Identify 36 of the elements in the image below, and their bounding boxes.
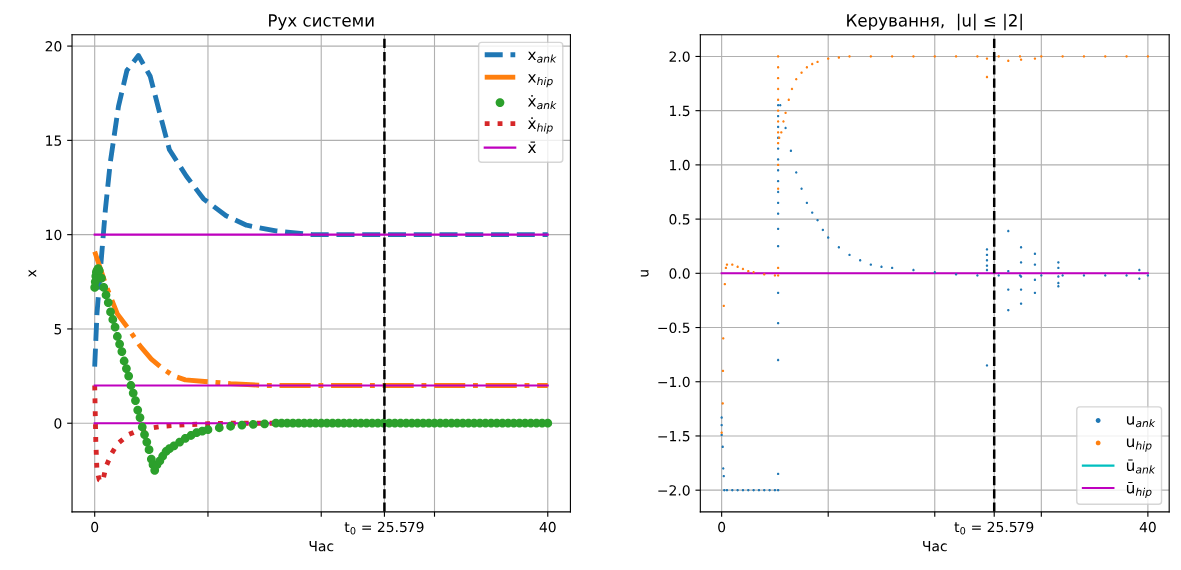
y-axis-title: u	[640, 270, 649, 277]
y-tick-label: 0	[54, 418, 62, 429]
y-tick-label: 1.5	[670, 105, 690, 117]
legend-label: ẋ$_{hip}$	[527, 117, 553, 134]
x-tick-label: 40	[1139, 521, 1156, 533]
x-axis-title: Час	[923, 541, 947, 552]
y-tick-label: 15	[46, 135, 62, 146]
line-series	[92, 249, 551, 388]
chart-title: Керування, |u| ≤ |2|	[847, 13, 1022, 31]
legend-label: ẋ$_{ank}$	[527, 94, 557, 110]
x-tick-label: 0	[91, 521, 99, 533]
y-tick-label: 0.5	[669, 214, 690, 225]
y-tick-label: −2.0	[658, 485, 690, 496]
chart-title: Рух системи	[269, 14, 374, 30]
legend-label: u$_{ank}$	[1126, 415, 1156, 428]
y-tick-label: 1.0	[670, 159, 690, 171]
x-tick-label: 40	[539, 521, 556, 533]
legend-label: x̄	[527, 141, 537, 153]
y-axis-title: x	[28, 269, 37, 278]
x-tick-label: t$_{0}$ = 25.579	[954, 521, 1034, 535]
y-tick-label: 5	[54, 324, 62, 335]
legend-label: u$_{hip}$	[1126, 438, 1152, 452]
x-tick-label: t$_{0}$ = 25.579	[344, 521, 424, 535]
legend-label: ū$_{hip}$	[1126, 481, 1152, 499]
legend-label: ū$_{ank}$	[1126, 459, 1156, 474]
y-tick-label: 0.0	[669, 268, 690, 279]
x-axis-title: Час	[309, 541, 334, 552]
y-tick-label: −0.5	[658, 322, 690, 333]
legend-label: x$_{ank}$	[527, 51, 557, 63]
y-tick-label: 2.0	[669, 51, 690, 62]
y-tick-label: 20	[45, 41, 62, 52]
legend-label: x$_{hip}$	[527, 74, 553, 88]
y-tick-label: 10	[46, 229, 62, 241]
x-tick-label: 0	[718, 521, 726, 533]
y-tick-label: −1.5	[658, 431, 690, 442]
y-tick-label: −1.0	[658, 376, 690, 388]
